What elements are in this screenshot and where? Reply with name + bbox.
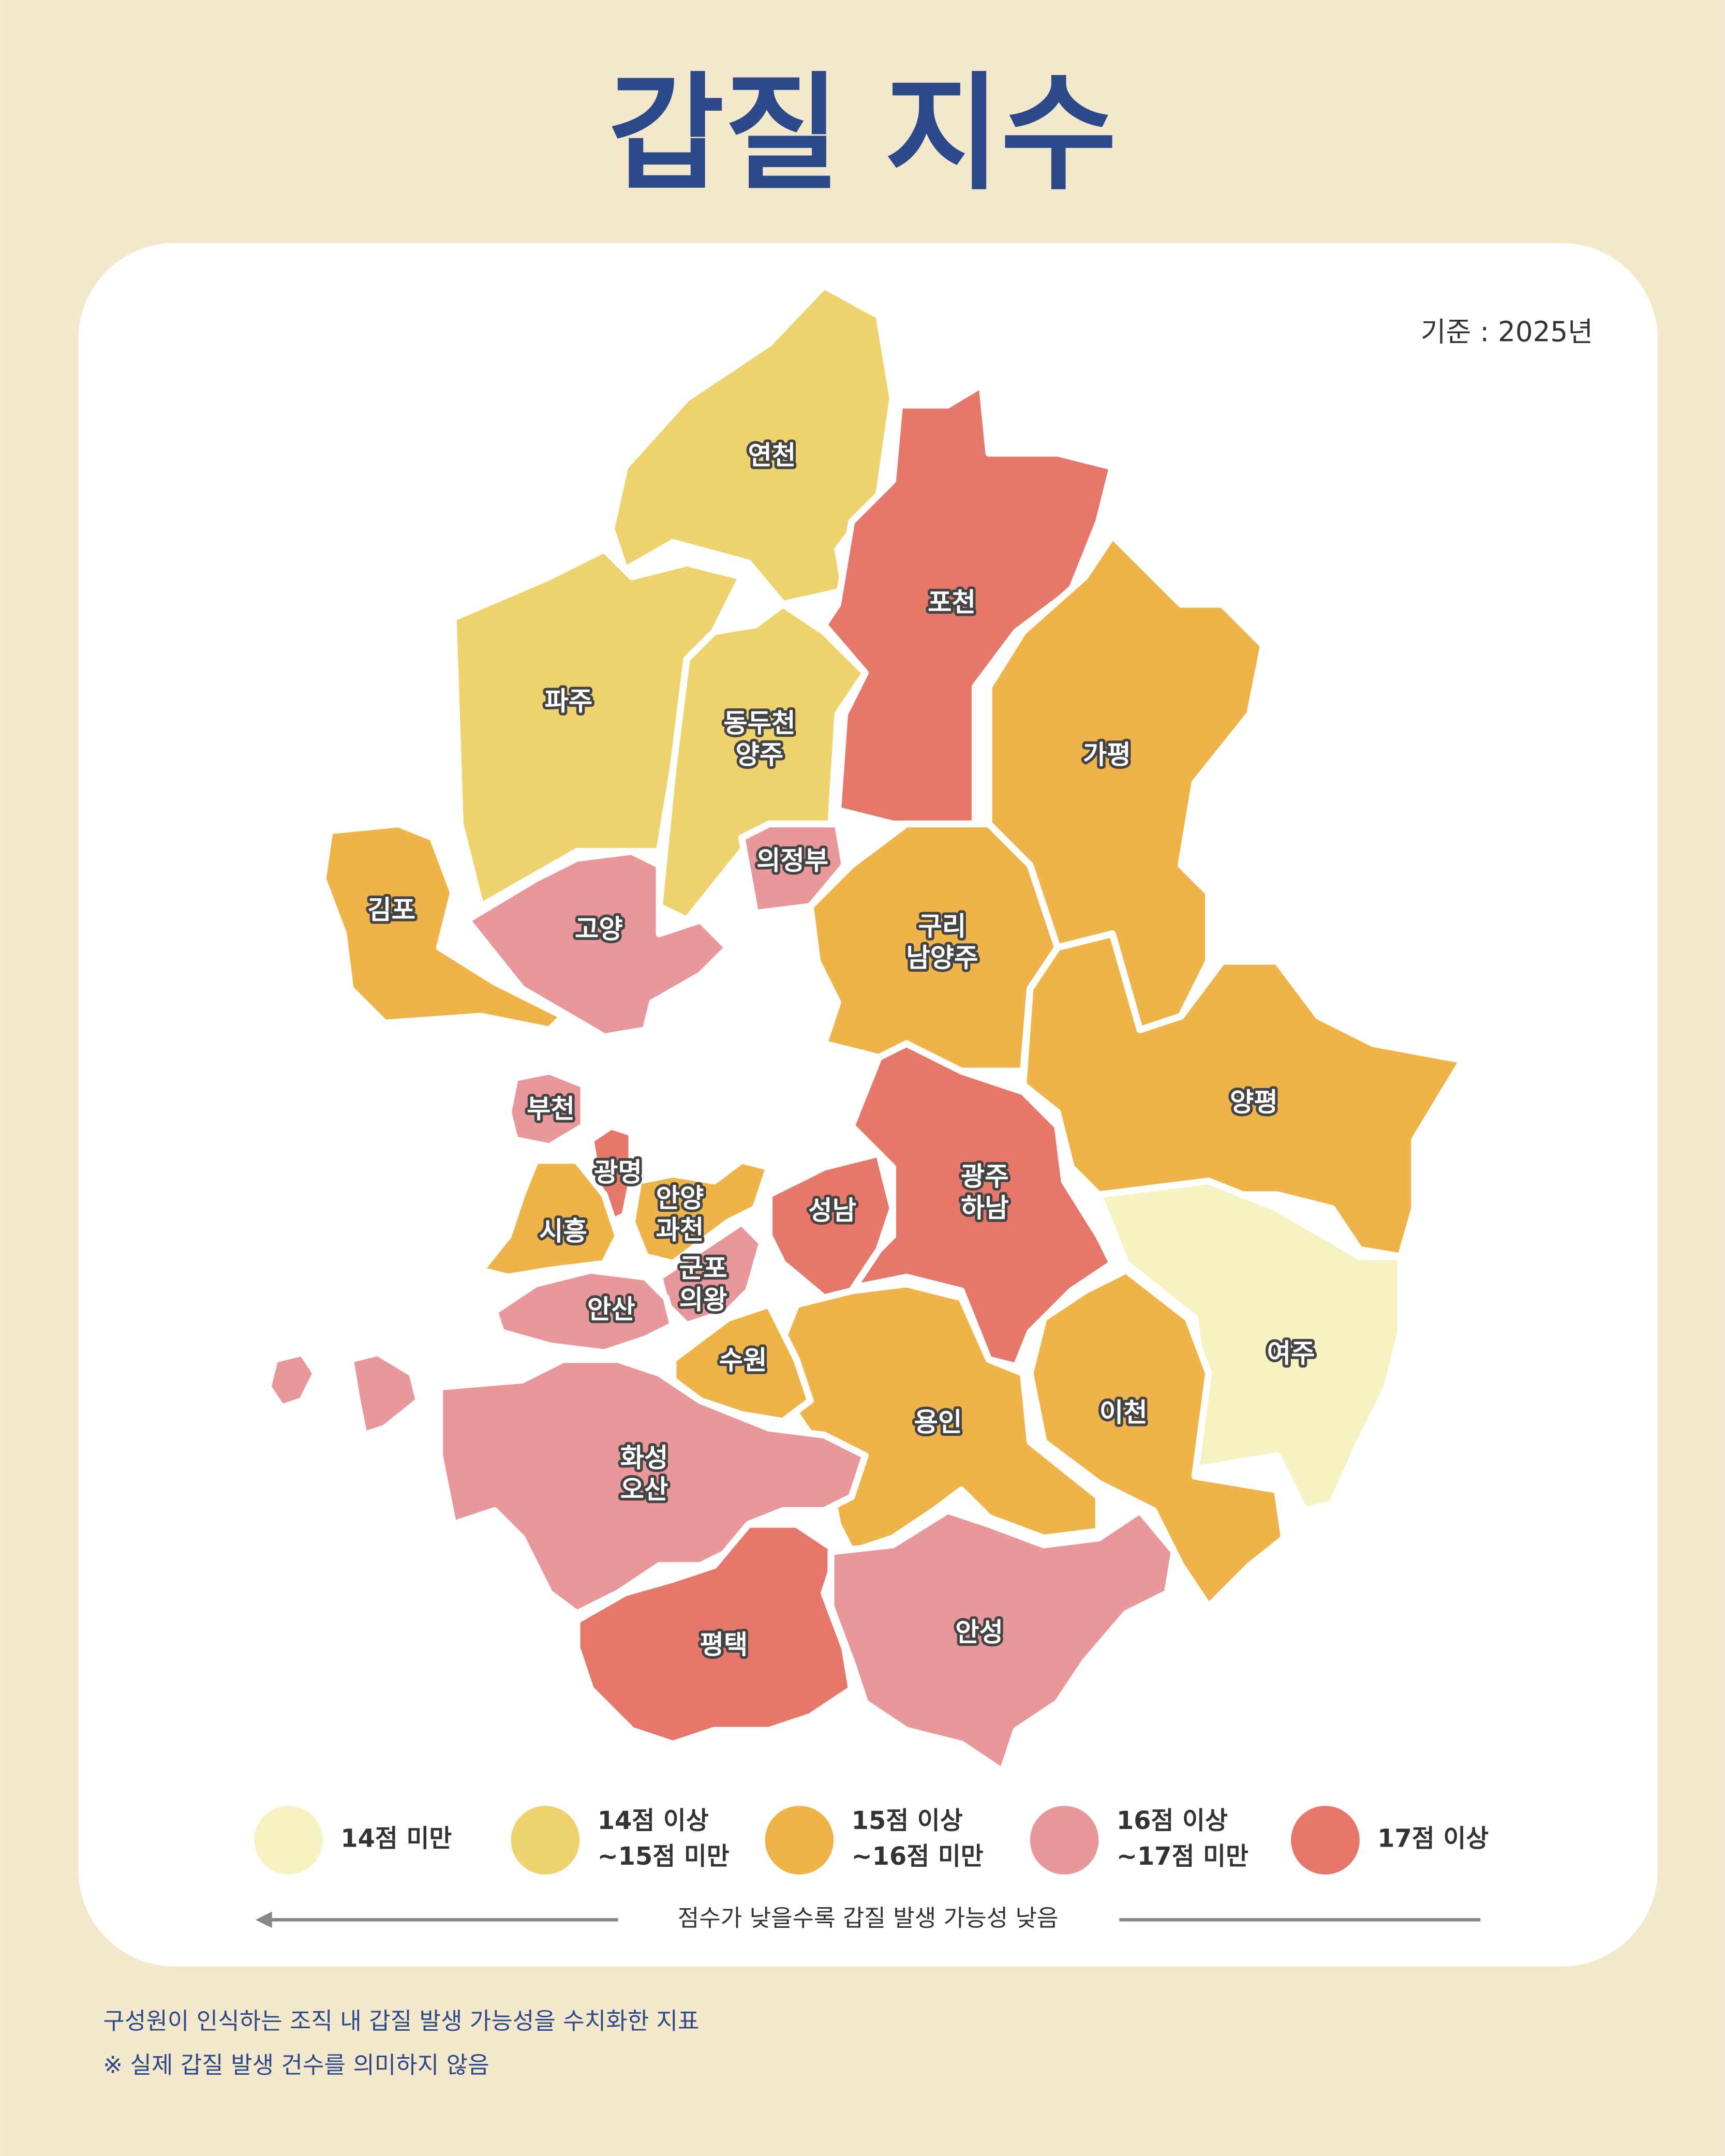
region-label: 부천	[527, 1094, 575, 1124]
legend-label: ~15점 미만	[598, 1842, 730, 1871]
legend-label: 14점 미만	[340, 1825, 452, 1853]
region-label: 시흥	[539, 1216, 587, 1246]
region-label: 동두천	[723, 708, 795, 738]
legend-swatch	[1030, 1806, 1099, 1875]
legend-swatch	[254, 1806, 323, 1875]
legend-label: ~16점 미만	[852, 1842, 984, 1871]
region-label: 평택	[700, 1629, 748, 1660]
region	[765, 1150, 897, 1301]
legend-label: 15점 이상	[852, 1807, 963, 1835]
region-label: 포천	[928, 587, 976, 617]
region-label: 안성	[955, 1617, 1003, 1647]
region-label: 고양	[575, 914, 623, 944]
region-label: 안산	[587, 1294, 635, 1325]
legend: 14점 미만 14점 이상 ~15점 미만 15점 이상 ~16점 미만 16점 이상 ~1…	[254, 1806, 1489, 1875]
region-label: 화성	[620, 1443, 668, 1473]
region-label: 수원	[719, 1345, 767, 1375]
basis: 기준 : 2025년	[1421, 316, 1593, 348]
region-label: 군포	[679, 1253, 727, 1284]
legend-label: ~17점 미만	[1117, 1842, 1248, 1871]
region	[347, 1349, 423, 1439]
legend-note: 점수가 낮을수록 갑질 발생 가능성 낮음	[678, 1904, 1059, 1931]
legend-label: 16점 이상	[1117, 1807, 1228, 1835]
region-label: 구리	[918, 911, 966, 942]
region-label: 안양	[656, 1183, 704, 1213]
legend-label: 14점 이상	[598, 1807, 709, 1835]
region-label: 양평	[1230, 1087, 1278, 1117]
legend-label: 17점 이상	[1377, 1825, 1489, 1853]
region-label: 의왕	[679, 1285, 727, 1315]
region-label: 가평	[1083, 739, 1131, 770]
region	[821, 381, 1116, 828]
region-label: 양주	[736, 739, 784, 770]
title: 갑질 지수	[608, 60, 1117, 207]
region	[436, 1356, 869, 1617]
legend-swatch	[765, 1806, 834, 1875]
region	[264, 1349, 320, 1411]
region	[504, 1067, 587, 1150]
footnote: ※ 실제 갑질 발생 건수를 의미하지 않음	[103, 2051, 489, 2078]
region	[628, 1157, 773, 1267]
region-label: 하남	[961, 1193, 1009, 1223]
region	[319, 820, 567, 1034]
arrow-head	[255, 1911, 272, 1928]
region-label: 광주	[961, 1161, 1009, 1192]
region-label: 여주	[1267, 1338, 1315, 1369]
region	[656, 601, 869, 924]
footnote: 구성원이 인식하는 조직 내 갑질 발생 가능성을 수치화한 지표	[103, 2008, 699, 2035]
region	[573, 1521, 855, 1748]
region	[834, 1040, 1116, 1370]
region	[477, 1157, 622, 1281]
region-label: 김포	[367, 895, 415, 925]
region-label: 연천	[748, 440, 796, 470]
region-label: 성남	[808, 1195, 856, 1226]
region	[1027, 1267, 1288, 1610]
region	[1019, 930, 1466, 1260]
region-label: 광명	[594, 1157, 642, 1187]
region-label: 이천	[1099, 1397, 1148, 1428]
region	[827, 1507, 1178, 1775]
region-label: 의정부	[756, 845, 828, 875]
region	[738, 820, 849, 917]
region	[463, 847, 732, 1040]
region	[491, 1267, 677, 1356]
region-label: 용인	[914, 1407, 962, 1437]
region-label: 오산	[620, 1474, 668, 1505]
region-label: 남양주	[906, 943, 978, 973]
region-label: 파주	[545, 686, 593, 716]
region-label: 과천	[656, 1214, 704, 1245]
legend-swatch	[1291, 1806, 1360, 1875]
legend-swatch	[511, 1806, 580, 1875]
